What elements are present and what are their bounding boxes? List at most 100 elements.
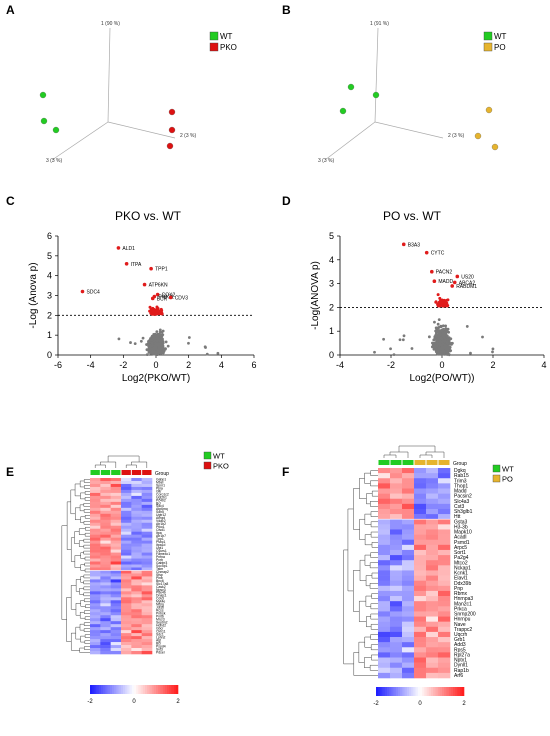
heatmap-cell [121,621,132,625]
volcano-labeled-point [455,274,460,279]
group-bar-label: Group [453,461,467,467]
heatmap-cell [402,549,415,556]
heatmap-cell [100,552,111,556]
heatmap-cell [131,480,142,485]
volcano-point [444,327,448,330]
heatmap-cell [402,478,415,484]
heatmap-cell [402,503,415,510]
gene-label: Pde4b [156,591,166,595]
gene-label: Rcss [156,609,164,613]
heatmap-cell [100,531,111,535]
heatmap-cell [131,591,142,595]
gene-label: Hnrnpu [454,617,471,623]
y-tick-label: 4 [329,255,334,265]
gene-label: Atr1b2 [156,522,166,526]
heatmap-cell [121,624,132,628]
group-bar-cell [438,460,450,465]
volcano-point [152,347,156,351]
gene-label: Hnrnpa3 [454,596,473,602]
heatmap-cell [378,580,391,587]
heatmap-cell [438,580,451,587]
gene-label: Uqcrh [454,632,468,638]
heatmap-cell [402,514,415,520]
heatmap-cell [100,636,111,640]
heatmap-cell [402,672,415,679]
heatmap-cell [110,522,122,527]
legend-b: WT PO [483,31,507,52]
volcano-point [427,335,431,339]
volcano-point [436,322,440,326]
gene-label: Vdac2 [156,519,166,523]
heatmap-cell [141,495,153,500]
colorbar-segment [422,687,425,696]
heatmap-cell [110,627,122,631]
heatmap-cell [121,561,132,565]
heatmap-cell [390,483,403,489]
heatmap-cell [141,478,153,482]
heatmap-cell [402,524,415,530]
heatmap-cell [378,478,391,484]
volcano-labeled-point [80,289,85,294]
heatmap-cell [390,601,403,607]
heatmap-cell [438,565,451,571]
panel-f: F GroupDgkqRab15Trim3Thop1MaddPacsin2Slc… [282,445,514,707]
heatmap-cell [414,642,427,648]
heatmap-cell [141,621,153,625]
colorbar-segment [167,685,170,694]
heatmap-cell [131,636,142,640]
heatmap-cell [110,642,122,646]
heatmap-cell [414,616,427,622]
volcano-labeled-point [424,250,429,255]
heatmap-cell [414,585,427,592]
group-bar-cell [100,470,111,475]
volcano-point [442,349,446,353]
heatmap-cell [121,597,132,601]
heatmap-cell [110,645,122,649]
colorbar-segment [153,685,157,694]
heatmap-cell [131,588,142,592]
heatmap-cell [110,648,122,652]
gene-label: Nfsig [156,603,164,607]
gene-label: Chmap2 [156,570,169,574]
gene-label: Spnr1 [156,483,165,487]
heatmap-cell [390,621,403,628]
heatmap-cell [390,667,403,674]
heatmap-cell [141,582,153,586]
heatmap-cell [438,621,451,628]
heatmap-cell [402,539,415,546]
x-tick-label: 0 [439,360,444,370]
heatmap-cell [426,626,439,633]
heatmap-cell [131,537,142,541]
y-tick-label: 5 [47,251,52,261]
heatmap-cell [378,596,391,602]
heatmap-cell [90,648,101,652]
colorbar-segment [402,687,405,696]
colorbar-segment [411,687,414,696]
volcano-labeled-point [116,246,121,250]
heatmap-cell [402,575,415,581]
heatmap-cell [90,618,101,622]
heatmap-cell [100,510,111,515]
heatmap-cell [426,565,439,571]
heatmap-cell [121,528,132,532]
heatmap-cell [141,639,153,643]
heatmap-cell [121,642,132,646]
volcano-point [150,341,154,345]
heatmap-cell [131,618,142,622]
heatmap-cell [141,594,153,598]
heatmap-cell [141,480,153,485]
x-tick-label: -4 [87,360,95,370]
heatmap-cell [378,667,391,674]
pca-point [347,83,355,91]
heatmap-f: GroupDgkqRab15Trim3Thop1MaddPacsin2Slc4a… [343,445,514,707]
volcano-point [141,336,145,340]
heatmap-cell [131,600,142,604]
colorbar-segment [382,687,386,696]
volcano-point [153,351,157,354]
heatmap-cell [121,588,132,592]
gene-label: Mapk10 [454,530,472,536]
colorbar-segment [114,685,117,694]
colorbar-segment [404,687,408,696]
volcano-point [437,318,441,322]
colorbar-segment [171,685,174,694]
